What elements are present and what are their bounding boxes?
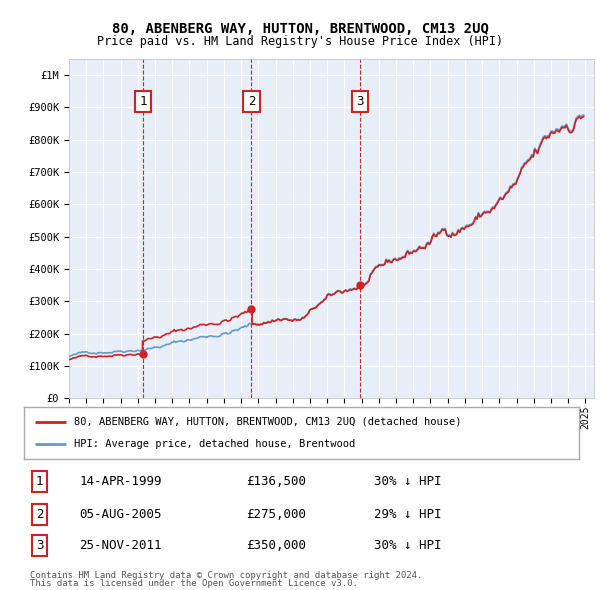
Text: Contains HM Land Registry data © Crown copyright and database right 2024.: Contains HM Land Registry data © Crown c… bbox=[30, 571, 422, 579]
Text: 3: 3 bbox=[36, 539, 43, 552]
Text: £350,000: £350,000 bbox=[246, 539, 306, 552]
Text: Price paid vs. HM Land Registry's House Price Index (HPI): Price paid vs. HM Land Registry's House … bbox=[97, 35, 503, 48]
Text: This data is licensed under the Open Government Licence v3.0.: This data is licensed under the Open Gov… bbox=[30, 579, 358, 588]
Text: 2: 2 bbox=[248, 95, 255, 108]
Text: 05-AUG-2005: 05-AUG-2005 bbox=[79, 508, 162, 522]
Text: £275,000: £275,000 bbox=[246, 508, 306, 522]
Text: 1: 1 bbox=[139, 95, 146, 108]
Text: 80, ABENBERG WAY, HUTTON, BRENTWOOD, CM13 2UQ: 80, ABENBERG WAY, HUTTON, BRENTWOOD, CM1… bbox=[112, 22, 488, 37]
Text: 14-APR-1999: 14-APR-1999 bbox=[79, 475, 162, 489]
Text: 25-NOV-2011: 25-NOV-2011 bbox=[79, 539, 162, 552]
Text: 3: 3 bbox=[356, 95, 364, 108]
Text: 80, ABENBERG WAY, HUTTON, BRENTWOOD, CM13 2UQ (detached house): 80, ABENBERG WAY, HUTTON, BRENTWOOD, CM1… bbox=[74, 417, 461, 427]
Text: 30% ↓ HPI: 30% ↓ HPI bbox=[374, 539, 441, 552]
Text: £136,500: £136,500 bbox=[246, 475, 306, 489]
Text: 29% ↓ HPI: 29% ↓ HPI bbox=[374, 508, 441, 522]
Text: HPI: Average price, detached house, Brentwood: HPI: Average price, detached house, Bren… bbox=[74, 440, 355, 450]
Text: 2: 2 bbox=[36, 508, 43, 522]
Text: 30% ↓ HPI: 30% ↓ HPI bbox=[374, 475, 441, 489]
Text: 1: 1 bbox=[36, 475, 43, 489]
